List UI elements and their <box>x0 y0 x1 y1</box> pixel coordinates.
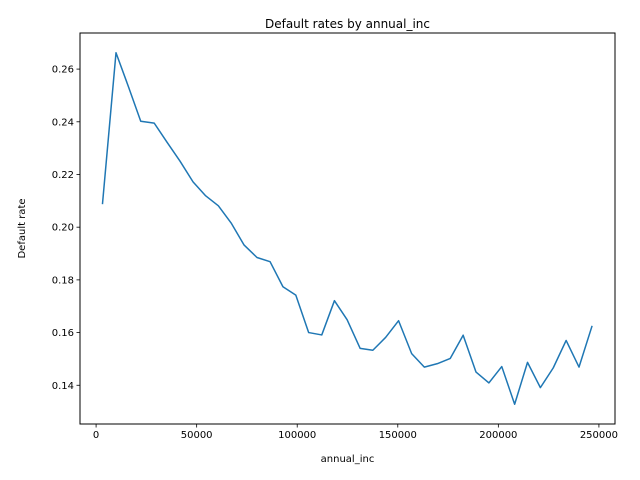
y-tick-label: 0.14 <box>52 381 74 392</box>
x-axis-ticks: 0 50000 100000 150000 200000 250000 <box>93 424 618 441</box>
y-tick-label: 0.20 <box>52 223 74 234</box>
x-tick-label: 150000 <box>379 430 417 441</box>
y-tick-label: 0.18 <box>52 275 74 286</box>
x-tick-label: 0 <box>93 430 99 441</box>
y-tick-label: 0.16 <box>52 328 74 339</box>
y-axis-ticks: 0.14 0.16 0.18 0.20 0.22 0.24 0.26 <box>52 65 80 392</box>
y-tick-label: 0.24 <box>52 117 74 128</box>
x-tick-label: 250000 <box>580 430 618 441</box>
series-layer <box>101 52 593 405</box>
y-axis-label: Default rate <box>17 198 28 258</box>
x-tick-label: 100000 <box>278 430 316 441</box>
default-rate-line <box>101 52 593 405</box>
x-tick-label: 200000 <box>479 430 517 441</box>
x-tick-label: 50000 <box>181 430 213 441</box>
y-tick-label: 0.26 <box>52 65 74 76</box>
y-tick-label: 0.22 <box>52 170 74 181</box>
x-axis-label: annual_inc <box>321 454 375 465</box>
plot-area-frame <box>79 32 616 425</box>
chart-title: Default rates by annual_inc <box>265 17 430 31</box>
